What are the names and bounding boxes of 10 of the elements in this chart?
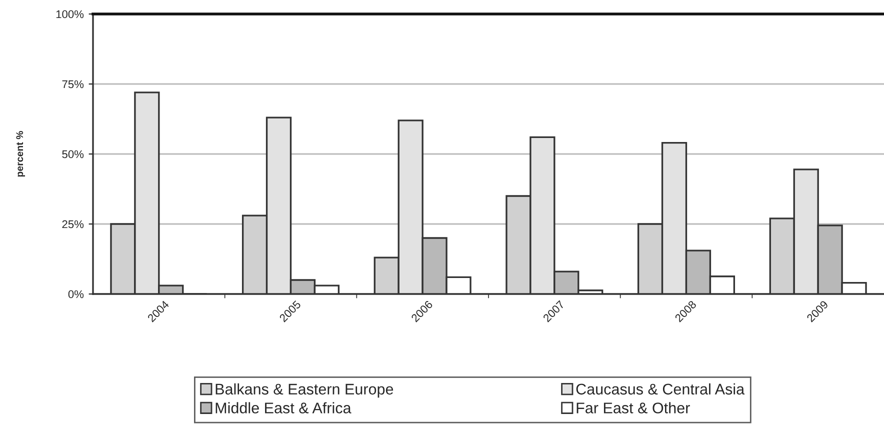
y-tick-label: 50%: [62, 150, 84, 158]
y-tick-label: 25%: [62, 220, 84, 228]
legend-label: Middle East & Africa: [216, 402, 352, 414]
legend-label: Far East & Other: [576, 402, 690, 414]
legend-label: Balkans & Eastern Europe: [216, 383, 394, 398]
y-tick-label: 75%: [62, 80, 84, 88]
legend-label: Caucasus & Central Asia: [576, 383, 745, 395]
y-tick-label: 0%: [68, 290, 84, 298]
y-tick-label: 100%: [56, 10, 84, 18]
y-axis-title: percent %: [16, 131, 25, 177]
